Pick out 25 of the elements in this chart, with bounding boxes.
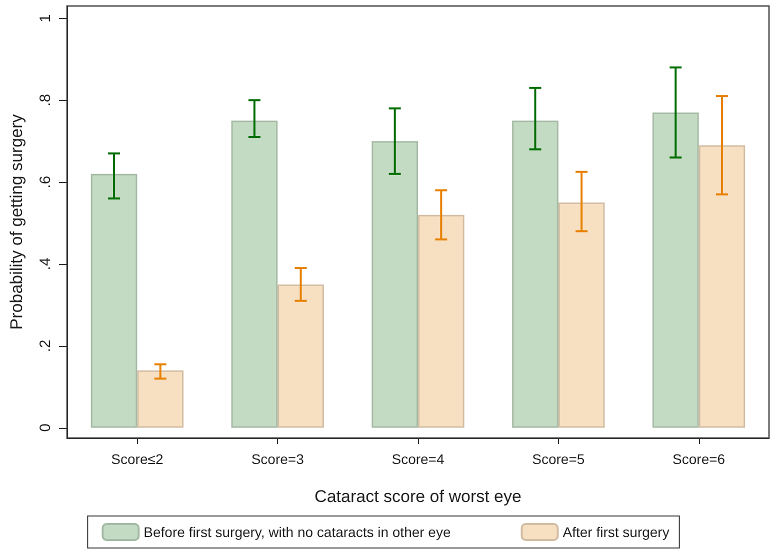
bar — [231, 120, 278, 428]
y-tick-label: 0 — [37, 424, 54, 432]
y-tick-label: .6 — [37, 176, 54, 188]
legend-label: After first surgery — [562, 524, 670, 540]
y-axis-title: Probability of getting surgery — [7, 114, 26, 330]
bar — [278, 284, 324, 428]
bar — [418, 214, 464, 428]
bar — [137, 370, 184, 428]
x-tick-label: Score=4 — [392, 451, 444, 467]
x-tick-label: Score≤2 — [111, 451, 164, 467]
bar — [652, 112, 699, 428]
bar — [698, 145, 746, 428]
bar — [90, 174, 138, 428]
x-tick-label: Score=5 — [532, 451, 585, 467]
x-tick-label: Score=3 — [251, 451, 304, 467]
legend-label: Before first surgery, with no cataracts in other eye — [144, 524, 451, 540]
y-tick-label: .4 — [37, 258, 54, 270]
x-axis-title: Cataract score of worst eye — [314, 487, 522, 506]
y-tick-label: .2 — [37, 340, 54, 352]
bar — [512, 120, 558, 428]
x-tick-label: Score=6 — [672, 451, 726, 467]
y-tick-label: 1 — [37, 14, 54, 22]
bar — [372, 141, 418, 428]
y-tick-label: .8 — [37, 94, 54, 106]
bar — [558, 202, 605, 428]
